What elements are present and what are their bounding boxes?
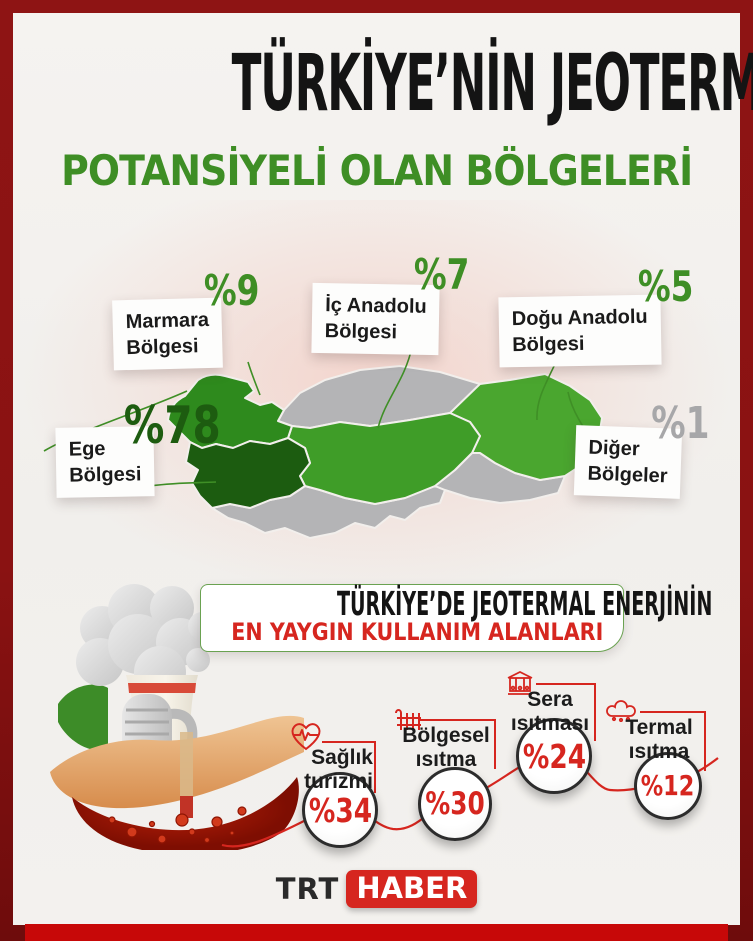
usage-banner: TÜRKİYE’DE JEOTERMAL ENERJİNİN EN YAYGIN… xyxy=(200,584,713,652)
region-value-ege: %78 xyxy=(123,396,221,456)
trt-logo-text: TRT xyxy=(275,872,340,906)
usage-label-termal-isitma: Termal ısıtma xyxy=(625,716,693,764)
haber-logo-badge: HABER xyxy=(346,870,478,908)
callout-line xyxy=(536,683,596,685)
greenhouse-icon xyxy=(507,670,533,695)
page-title: TÜRKİYE’NİN JEOTERMAL xyxy=(231,39,753,129)
callout-line xyxy=(704,711,706,771)
geothermal-plant-illustration xyxy=(50,584,304,850)
usage-label-sera-isitmasi: Sera ısıtması xyxy=(510,688,590,736)
trt-haber-logo: TRT HABER xyxy=(0,870,753,908)
region-card-label: Bölgesi xyxy=(69,463,142,487)
callout-line xyxy=(640,711,706,713)
earth-crust xyxy=(50,715,304,809)
usage-value-circle-bolgesel: %30 xyxy=(418,767,492,841)
region-card-label: İç Anadolu xyxy=(325,294,427,318)
usage-banner-subtitle: EN YAYGIN KULLANIM ALANLARI xyxy=(231,618,604,646)
region-value-marmara: %9 xyxy=(203,266,260,315)
usage-label-bolgesel-isitma: Bölgesel ısıtma xyxy=(402,724,490,772)
steam-cloud-icon xyxy=(606,700,636,722)
callout-line xyxy=(420,719,496,721)
region-value-diger: %1 xyxy=(651,398,710,449)
usage-banner-title: TÜRKİYE’DE JEOTERMAL ENERJİNİN xyxy=(336,584,713,623)
heart-pulse-icon xyxy=(291,723,321,751)
region-card-label: Bölgesi xyxy=(126,335,199,360)
injection-pipe-hot xyxy=(180,796,193,818)
region-card-label: Bölgesi xyxy=(512,332,585,357)
steam-clouds xyxy=(76,584,216,698)
region-card-label: Bölgesi xyxy=(324,320,398,344)
tower-red-stripe xyxy=(128,683,196,693)
footer-red-bar xyxy=(25,924,728,941)
usage-label-saglik-turizmi: Sağlık turizmi xyxy=(304,746,373,794)
region-card-label: Doğu Anadolu xyxy=(511,305,648,331)
region-value-ic-anadolu: %7 xyxy=(413,250,470,299)
callout-line xyxy=(594,683,596,741)
callout-line xyxy=(374,741,376,793)
page-subtitle: POTANSİYELİ OLAN BÖLGELERİ xyxy=(60,146,693,195)
region-value-dogu-anadolu: %5 xyxy=(637,262,694,311)
callout-line xyxy=(494,719,496,769)
injection-pipe xyxy=(180,732,193,798)
region-card-label: Bölgeler xyxy=(587,462,668,488)
radiator-icon xyxy=(395,709,421,730)
green-hill xyxy=(58,684,108,751)
callout-line xyxy=(322,741,376,743)
